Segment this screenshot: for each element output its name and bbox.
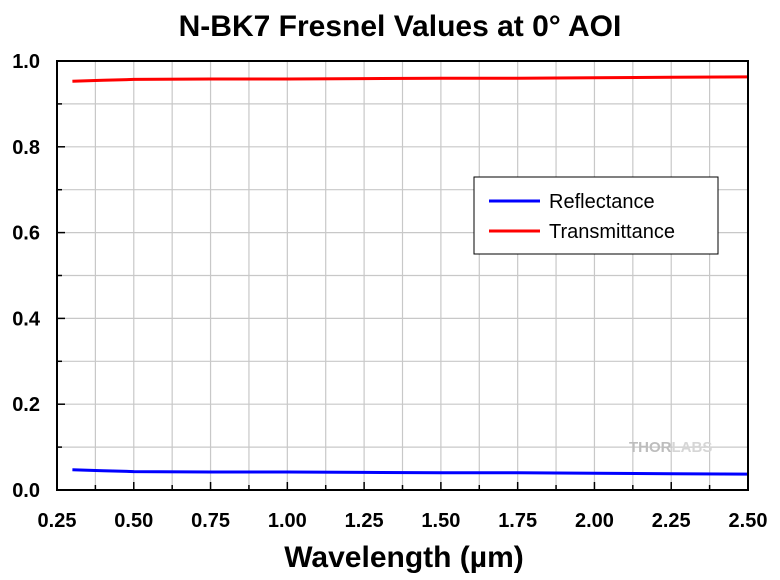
series-lines [72, 75, 749, 476]
x-tick-label: 2.50 [729, 510, 768, 532]
x-tick-label: 0.75 [191, 510, 230, 532]
x-tick-label: 1.75 [498, 510, 537, 532]
y-tick-labels: 0.0 0.2 0.4 0.6 0.8 1.0 [12, 51, 41, 502]
y-tick-label: 0.2 [12, 394, 40, 416]
y-tick-label: 1.0 [12, 51, 40, 73]
axis-ticks [56, 60, 749, 491]
legend: Reflectance Transmittance [473, 176, 719, 255]
legend-label-reflectance: Reflectance [549, 191, 655, 213]
x-tick-label: 2.25 [652, 510, 691, 532]
x-tick-label: 2.00 [575, 510, 614, 532]
thorlabs-watermark: THORLABS [629, 439, 712, 456]
x-tick-label: 1.50 [421, 510, 460, 532]
y-tick-label: 0.0 [12, 480, 40, 502]
gridlines [57, 61, 748, 490]
x-tick-label: 0.25 [38, 510, 77, 532]
y-tick-label: 0.8 [12, 137, 40, 159]
x-tick-label: 1.00 [268, 510, 307, 532]
x-tick-label: 0.50 [114, 510, 153, 532]
y-tick-label: 0.4 [12, 308, 41, 330]
series-line-transmittance [72, 75, 749, 83]
svg-text:THORLABS: THORLABS [629, 439, 712, 456]
watermark-part-a: THOR [629, 439, 672, 456]
y-tick-label: 0.6 [12, 223, 40, 245]
x-tick-label: 1.25 [345, 510, 384, 532]
legend-box [473, 176, 719, 255]
x-tick-labels: 0.25 0.50 0.75 1.00 1.25 1.50 1.75 2.00 2.25 2.50 [38, 510, 768, 532]
legend-label-transmittance: Transmittance [549, 221, 675, 243]
series-line-reflectance [72, 468, 749, 476]
watermark-part-b: LABS [672, 439, 713, 456]
chart-title: N-BK7 Fresnel Values at 0° AOI [179, 10, 622, 43]
x-axis-label: Wavelength (µm) [284, 541, 524, 574]
